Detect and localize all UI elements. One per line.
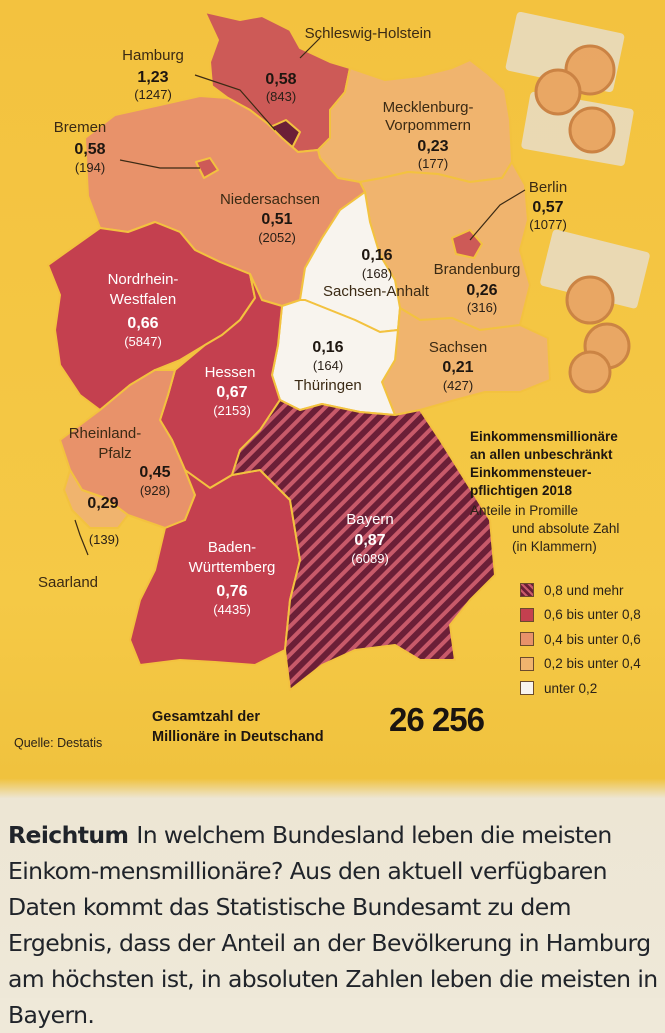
- legend-item: unter 0,2: [520, 676, 641, 701]
- legend-swatch: [520, 583, 534, 598]
- legend-item: 0,6 bis unter 0,8: [520, 603, 641, 628]
- label-hessen: Hessen: [205, 364, 256, 381]
- label-mecklenburg-line2: Vorpommern: [385, 117, 471, 134]
- total-label-line: Millionäre in Deutschand: [152, 729, 324, 745]
- label-bw-line2: Württemberg: [189, 559, 276, 576]
- article-paragraph: Reichtum In welchem Bundesland leben die …: [8, 817, 665, 1033]
- label-bremen: Bremen: [54, 119, 107, 136]
- legend: 0,8 und mehr 0,6 bis unter 0,8 0,4 bis u…: [520, 578, 641, 701]
- abs-sachsen-anhalt: (168): [362, 266, 392, 281]
- label-sachsen-anhalt: Sachsen-Anhalt: [323, 283, 430, 300]
- value-nrw: 0,66: [127, 315, 158, 332]
- abs-berlin: (1077): [529, 217, 567, 232]
- state-bremen[interactable]: [195, 157, 219, 179]
- label-bayern: Bayern: [346, 511, 394, 528]
- value-bayern: 0,87: [354, 532, 385, 549]
- label-niedersachsen: Niedersachsen: [220, 191, 320, 208]
- total-label-line: Gesamtzahl der: [152, 709, 260, 725]
- value-mecklenburg: 0,23: [417, 138, 448, 155]
- value-bw: 0,76: [216, 583, 247, 600]
- abs-brandenburg: (316): [467, 300, 497, 315]
- label-saarland: Saarland: [38, 574, 98, 591]
- article-kicker: Reichtum: [8, 821, 129, 849]
- legend-subtitle-line: und absolute Zahl: [512, 521, 620, 536]
- state-labels: Schleswig-Holstein 0,58 (843) Hamburg 1,…: [38, 25, 567, 617]
- label-rlp-line2: Pfalz: [98, 445, 131, 462]
- legend-title-line: Einkommensteuer-: [470, 465, 592, 480]
- legend-label: 0,8 und mehr: [544, 582, 624, 598]
- legend-subtitle-line: Anteile in Promille: [470, 503, 579, 518]
- state-bayern[interactable]: [231, 399, 496, 691]
- label-sachsen: Sachsen: [429, 339, 487, 356]
- legend-subtitle: Anteile in Promille und absolute Zahl (i…: [470, 502, 660, 556]
- abs-saarland: (139): [89, 532, 119, 547]
- euro-coins-decoration: [505, 11, 650, 394]
- value-hessen: 0,67: [216, 384, 247, 401]
- legend-item: 0,4 bis unter 0,6: [520, 627, 641, 652]
- value-brandenburg: 0,26: [466, 282, 497, 299]
- state-saarland[interactable]: [63, 469, 129, 529]
- germany-map: Schleswig-Holstein 0,58 (843) Hamburg 1,…: [38, 11, 650, 691]
- value-thueringen: 0,16: [312, 339, 343, 356]
- legend-label: unter 0,2: [544, 680, 598, 696]
- value-sachsen: 0,21: [442, 359, 473, 376]
- legend-title: Einkommensmillionäre an allen unbeschrän…: [470, 428, 660, 500]
- label-thueringen: Thüringen: [294, 377, 362, 394]
- label-berlin: Berlin: [529, 179, 567, 196]
- label-nrw-line2: Westfalen: [110, 291, 176, 308]
- legend-title-line: pflichtigen 2018: [470, 483, 573, 498]
- legend-title-line: Einkommensmillionäre: [470, 429, 618, 444]
- value-sachsen-anhalt: 0,16: [361, 247, 392, 264]
- total-value: 26 256: [389, 701, 485, 738]
- abs-hamburg: (1247): [134, 87, 172, 102]
- legend-swatch: [520, 632, 534, 647]
- legend-swatch: [520, 656, 534, 671]
- abs-rlp: (928): [140, 483, 170, 498]
- legend-label: 0,4 bis unter 0,6: [544, 631, 641, 647]
- abs-sachsen: (427): [443, 378, 473, 393]
- abs-bayern: (6089): [351, 551, 389, 566]
- abs-thueringen: (164): [313, 358, 343, 373]
- legend-item: 0,8 und mehr: [520, 578, 641, 603]
- legend-swatch: [520, 681, 534, 696]
- label-bw-line1: Baden-: [208, 539, 256, 556]
- abs-schleswig-holstein: (843): [266, 89, 296, 104]
- abs-hessen: (2153): [213, 403, 251, 418]
- abs-mecklenburg: (177): [418, 156, 448, 171]
- value-saarland: 0,29: [87, 495, 118, 512]
- abs-bremen: (194): [75, 160, 105, 175]
- label-mecklenburg-line1: Mecklenburg-: [383, 99, 474, 116]
- value-bremen: 0,58: [74, 141, 105, 158]
- label-nrw-line1: Nordrhein-: [108, 271, 179, 288]
- value-hamburg: 1,23: [137, 69, 168, 86]
- legend-label: 0,6 bis unter 0,8: [544, 607, 641, 623]
- value-schleswig-holstein: 0,58: [265, 71, 296, 88]
- legend-title-line: an allen unbeschränkt: [470, 447, 613, 462]
- abs-bw: (4435): [213, 602, 251, 617]
- abs-niedersachsen: (2052): [258, 230, 296, 245]
- value-niedersachsen: 0,51: [261, 211, 292, 228]
- legend-swatch: [520, 607, 534, 622]
- state-berlin[interactable]: [451, 229, 483, 259]
- total-label: Gesamtzahl der Millionäre in Deutschand: [152, 707, 324, 747]
- source-note: Quelle: Destatis: [14, 736, 103, 750]
- label-hamburg: Hamburg: [122, 47, 184, 64]
- value-rlp: 0,45: [139, 464, 170, 481]
- pointer-lines: [74, 37, 526, 556]
- legend-label: 0,2 bis unter 0,4: [544, 656, 641, 672]
- value-berlin: 0,57: [532, 199, 563, 216]
- legend-subtitle-line: (in Klammern): [512, 539, 597, 554]
- legend-item: 0,2 bis unter 0,4: [520, 652, 641, 677]
- abs-nrw: (5847): [124, 334, 162, 349]
- label-rlp-line1: Rheinland-: [69, 425, 142, 442]
- label-brandenburg: Brandenburg: [434, 261, 521, 278]
- label-schleswig-holstein: Schleswig-Holstein: [305, 25, 432, 42]
